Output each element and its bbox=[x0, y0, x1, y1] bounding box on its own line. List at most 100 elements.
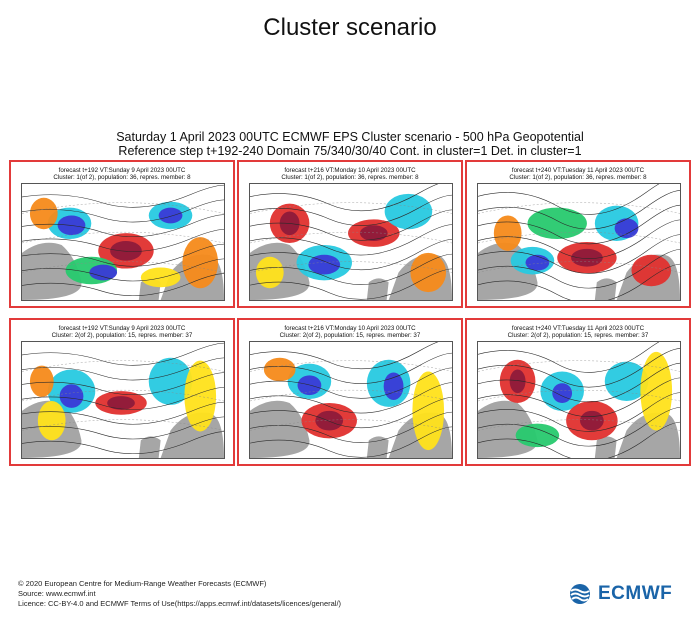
geopotential-contour bbox=[22, 342, 224, 366]
latitude-line bbox=[22, 232, 224, 244]
geopotential-contour bbox=[250, 194, 452, 226]
land-area bbox=[594, 436, 617, 458]
geopotential-contour bbox=[22, 401, 224, 425]
geopotential-contour bbox=[250, 209, 452, 241]
map-canvas bbox=[22, 184, 224, 300]
geopotential-contour bbox=[250, 367, 452, 399]
panel-cluster-label: Cluster: 1(of 2), population: 36, repres… bbox=[53, 174, 191, 181]
anomaly-map bbox=[477, 183, 681, 301]
land-area bbox=[22, 242, 82, 300]
geopotential-contour bbox=[22, 243, 224, 267]
anomaly-shading bbox=[148, 357, 193, 405]
anomaly-shading bbox=[107, 396, 135, 410]
cluster-panel[interactable]: forecast t+192 VT:Sunday 9 April 2023 00… bbox=[9, 160, 235, 308]
geopotential-contour bbox=[250, 268, 452, 300]
geopotential-contour bbox=[250, 411, 452, 443]
anomaly-shading bbox=[552, 383, 573, 403]
page-title: Cluster scenario bbox=[263, 14, 437, 41]
panel-cluster-label: Cluster: 2(of 2), population: 15, repres… bbox=[279, 332, 421, 339]
geopotential-contour bbox=[22, 214, 224, 238]
cluster-panel[interactable]: forecast t+216 VT:Monday 10 April 2023 0… bbox=[237, 160, 463, 308]
anomaly-shading bbox=[384, 193, 433, 230]
anomaly-shading bbox=[89, 264, 118, 281]
geopotential-contour bbox=[22, 258, 224, 282]
geopotential-contour bbox=[22, 273, 224, 297]
latitude-line bbox=[250, 390, 452, 402]
geopotential-contour bbox=[22, 387, 224, 410]
map-canvas bbox=[478, 342, 680, 458]
anomaly-shading bbox=[359, 225, 388, 242]
geopotential-contour bbox=[22, 199, 224, 223]
panel-cluster-label: Cluster: 1(of 2), population: 36, repres… bbox=[281, 174, 419, 181]
latitude-line bbox=[478, 261, 680, 273]
anomaly-shading bbox=[29, 365, 54, 398]
geopotential-contour bbox=[250, 253, 452, 285]
geopotential-contour bbox=[478, 219, 680, 259]
cluster-panel[interactable]: forecast t+216 VT:Monday 10 April 2023 0… bbox=[237, 318, 463, 466]
land-area bbox=[138, 436, 161, 458]
land-area bbox=[366, 436, 389, 458]
geopotential-contour bbox=[250, 426, 452, 458]
anomaly-shading bbox=[59, 384, 84, 408]
anomaly-shading bbox=[110, 241, 142, 261]
geopotential-contour bbox=[478, 342, 660, 373]
cluster-panel[interactable]: forecast t+240 VT:Tuesday 11 April 2023 … bbox=[465, 160, 691, 308]
geopotential-contour bbox=[478, 205, 680, 245]
panel-cluster-label: Cluster: 2(of 2), population: 15, repres… bbox=[51, 332, 193, 339]
land-area bbox=[250, 400, 310, 458]
anomaly-map bbox=[249, 183, 453, 301]
anomaly-shading bbox=[604, 361, 649, 401]
geopotential-contour bbox=[478, 377, 680, 417]
ecmwf-wave-icon bbox=[570, 584, 590, 604]
anomaly-shading bbox=[527, 207, 587, 240]
latitude-line bbox=[478, 419, 680, 431]
latitude-line bbox=[22, 360, 224, 372]
geopotential-contour bbox=[478, 264, 680, 300]
footer-source: Source: www.ecmwf.int bbox=[18, 589, 96, 598]
anomaly-map bbox=[21, 341, 225, 459]
geopotential-contour bbox=[22, 357, 224, 381]
anomaly-shading bbox=[184, 360, 217, 432]
anomaly-shading bbox=[410, 252, 447, 293]
anomaly-shading bbox=[297, 375, 322, 396]
geopotential-contour bbox=[22, 416, 224, 440]
geopotential-contour bbox=[22, 229, 224, 252]
latitude-line bbox=[478, 360, 680, 372]
geopotential-contour bbox=[478, 184, 660, 215]
subtitle-line-1: Saturday 1 April 2023 00UTC ECMWF EPS Cl… bbox=[116, 130, 584, 144]
panel-cluster-label: Cluster: 1(of 2), population: 36, repres… bbox=[509, 174, 647, 181]
anomaly-shading bbox=[571, 248, 603, 267]
land-area bbox=[594, 278, 617, 300]
geopotential-contour bbox=[250, 397, 452, 429]
anomaly-shading bbox=[29, 197, 58, 230]
cluster-panel[interactable]: forecast t+240 VT:Tuesday 11 April 2023 … bbox=[465, 318, 691, 466]
footer-licence: Licence: CC-BY-4.0 and ECMWF Terms of Us… bbox=[18, 599, 342, 608]
anomaly-shading bbox=[158, 207, 183, 224]
geopotential-contour bbox=[478, 422, 680, 458]
ecmwf-logo[interactable]: ECMWF bbox=[565, 582, 672, 606]
cluster-panel[interactable]: forecast t+192 VT:Sunday 9 April 2023 00… bbox=[9, 318, 235, 466]
map-canvas bbox=[478, 184, 680, 300]
anomaly-map bbox=[249, 341, 453, 459]
anomaly-shading bbox=[308, 254, 341, 275]
map-canvas bbox=[22, 342, 224, 458]
panel-forecast-label: forecast t+240 VT:Tuesday 11 April 2023 … bbox=[511, 167, 645, 174]
anomaly-shading bbox=[579, 410, 604, 431]
map-canvas bbox=[250, 342, 452, 458]
panel-forecast-label: forecast t+192 VT:Sunday 9 April 2023 00… bbox=[58, 325, 186, 332]
geopotential-contour bbox=[478, 249, 680, 289]
footer-copyright: © 2020 European Centre for Medium-Range … bbox=[18, 579, 267, 588]
land-area bbox=[366, 278, 389, 300]
panel-cluster-label: Cluster: 2(of 2), population: 15, repres… bbox=[507, 332, 649, 339]
geopotential-contour bbox=[250, 184, 439, 212]
geopotential-contour bbox=[250, 342, 439, 370]
geopotential-contour bbox=[250, 224, 452, 256]
latitude-line bbox=[250, 261, 452, 273]
anomaly-shading bbox=[383, 372, 404, 400]
logo-text: ECMWF bbox=[598, 583, 673, 604]
anomaly-shading bbox=[182, 237, 219, 289]
latitude-line bbox=[250, 232, 452, 244]
geopotential-contour bbox=[478, 407, 680, 447]
anomaly-shading bbox=[263, 357, 296, 382]
anomaly-map bbox=[477, 341, 681, 459]
